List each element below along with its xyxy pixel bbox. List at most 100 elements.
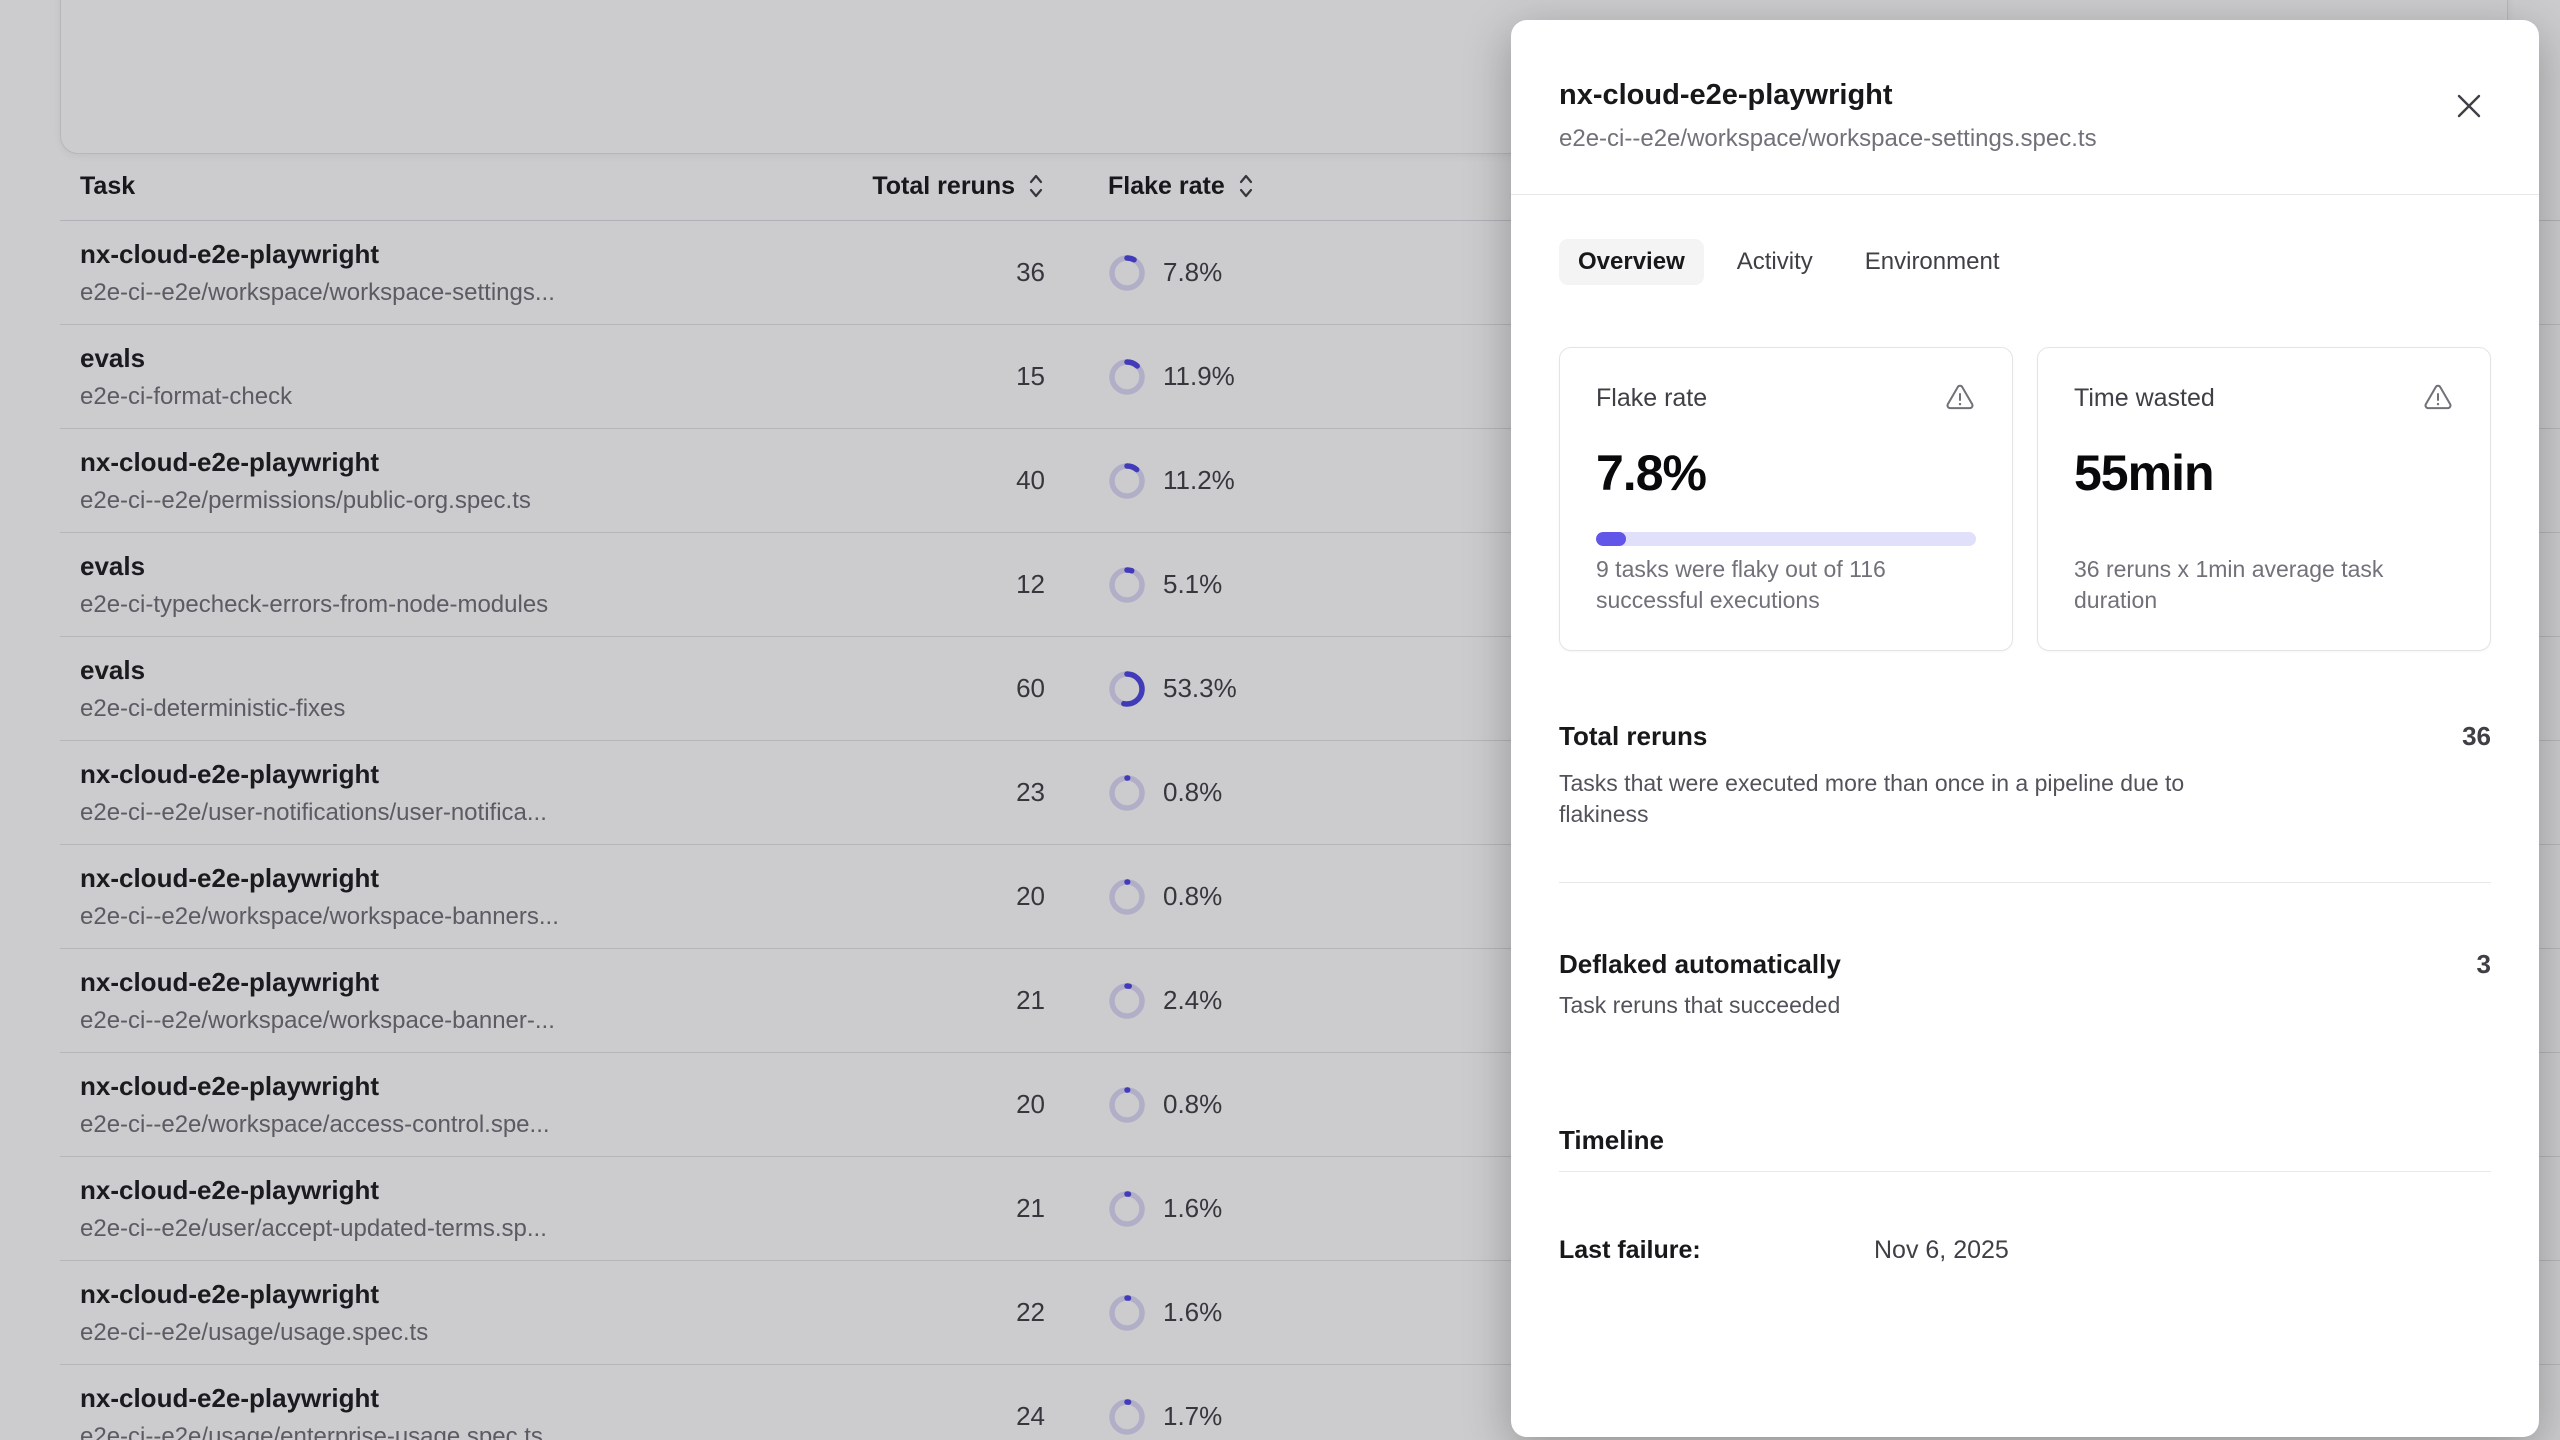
task-name: nx-cloud-e2e-playwright — [80, 758, 380, 789]
warning-icon — [1946, 384, 1974, 410]
task-name: nx-cloud-e2e-playwright — [80, 862, 380, 893]
flake-rate-cell-value: 1.7% — [1163, 1401, 1223, 1431]
flake-rate-cell-value: 1.6% — [1163, 1193, 1223, 1223]
flake-rate-cell-value: 11.2% — [1163, 465, 1235, 495]
table-row[interactable]: nx-cloud-e2e-playwright e2e-ci--e2e/user… — [60, 1157, 2560, 1261]
flake-rate-value: 7.8% — [1596, 445, 1707, 501]
total-reruns-header-label: Total reruns — [872, 171, 1015, 200]
task-name: nx-cloud-e2e-playwright — [80, 1070, 380, 1101]
flake-donut-icon — [1109, 254, 1145, 291]
table-row[interactable]: nx-cloud-e2e-playwright e2e-ci--e2e/perm… — [60, 429, 2560, 533]
tab-activity[interactable]: Activity — [1718, 239, 1832, 285]
last-failure-row: Last failure: Nov 6, 2025 — [1559, 1236, 2491, 1265]
tab-overview[interactable]: Overview — [1559, 239, 1704, 285]
task-target: e2e-ci--e2e/usage/enterprise-usage.spec.… — [80, 1422, 543, 1440]
task-total-reruns: 60 — [1016, 673, 1045, 703]
last-failure-value: Nov 6, 2025 — [1874, 1236, 2009, 1264]
flake-rate-cell-value: 11.9% — [1163, 361, 1235, 391]
table-row[interactable]: nx-cloud-e2e-playwright e2e-ci--e2e/work… — [60, 949, 2560, 1053]
task-total-reruns: 24 — [1016, 1401, 1045, 1431]
flaky-tasks-table-body: nx-cloud-e2e-playwright e2e-ci--e2e/work… — [60, 221, 2560, 1440]
flake-donut-icon — [1109, 462, 1145, 499]
task-name: evals — [80, 654, 146, 685]
deflaked-section: Deflaked automatically 3 Task reruns tha… — [1559, 949, 2491, 1021]
flake-rate-cell-value: 1.6% — [1163, 1297, 1223, 1327]
close-icon — [2457, 94, 2481, 118]
drawer-title: nx-cloud-e2e-playwright — [1559, 79, 1893, 111]
task-target: e2e-ci--e2e/usage/usage.spec.ts — [80, 1318, 429, 1346]
flake-donut-icon — [1109, 1294, 1145, 1331]
flake-rate-cell-value: 0.8% — [1163, 881, 1223, 911]
task-total-reruns: 21 — [1016, 1193, 1045, 1223]
column-header-task: Task — [80, 171, 136, 200]
flake-rate-cell-value: 53.3% — [1163, 673, 1237, 703]
table-row[interactable]: nx-cloud-e2e-playwright e2e-ci--e2e/work… — [60, 221, 2560, 325]
table-row[interactable]: evals e2e-ci-format-check 15 11.9% — [60, 325, 2560, 429]
task-name: nx-cloud-e2e-playwright — [80, 446, 380, 477]
task-target: e2e-ci-typecheck-errors-from-node-module… — [80, 590, 549, 618]
task-total-reruns: 20 — [1016, 1089, 1045, 1119]
total-reruns-description: Tasks that were executed more than once … — [1559, 770, 2185, 827]
task-target: e2e-ci--e2e/workspace/workspace-banners.… — [80, 902, 559, 930]
flake-donut-icon — [1109, 982, 1145, 1019]
total-reruns-label: Total reruns — [1559, 721, 1708, 751]
flake-donut-icon — [1109, 1086, 1145, 1123]
tab-environment[interactable]: Environment — [1846, 239, 2019, 285]
task-name: evals — [80, 342, 146, 373]
task-target: e2e-ci--e2e/workspace/workspace-banner-.… — [80, 1006, 555, 1034]
time-wasted-value: 55min — [2074, 445, 2215, 501]
flake-rate-cell-value: 0.8% — [1163, 777, 1223, 807]
task-total-reruns: 21 — [1016, 985, 1045, 1015]
task-name: nx-cloud-e2e-playwright — [80, 1382, 380, 1413]
task-target: e2e-ci-deterministic-fixes — [80, 694, 346, 722]
flake-rate-card-title: Flake rate — [1596, 383, 1708, 412]
table-row[interactable]: evals e2e-ci-typecheck-errors-from-node-… — [60, 533, 2560, 637]
flake-donut-icon — [1109, 670, 1145, 707]
task-total-reruns: 12 — [1016, 569, 1045, 599]
task-target: e2e-ci--e2e/workspace/workspace-settings… — [80, 278, 555, 306]
column-header-total-reruns[interactable]: Total reruns — [830, 172, 1045, 201]
task-total-reruns: 22 — [1016, 1297, 1045, 1327]
flake-rate-progress — [1596, 532, 1976, 546]
task-target: e2e-ci--e2e/workspace/access-control.spe… — [80, 1110, 550, 1138]
table-row[interactable]: nx-cloud-e2e-playwright e2e-ci--e2e/work… — [60, 1053, 2560, 1157]
flake-donut-icon — [1109, 774, 1145, 811]
table-row[interactable]: nx-cloud-e2e-playwright e2e-ci--e2e/user… — [60, 741, 2560, 845]
section-divider — [1559, 882, 2491, 883]
flake-progress-fill — [1596, 532, 1626, 546]
task-target: e2e-ci-format-check — [80, 382, 293, 410]
sort-icon[interactable] — [1237, 173, 1255, 199]
flake-donut-icon — [1109, 1398, 1145, 1435]
flake-rate-cell-value: 2.4% — [1163, 985, 1223, 1015]
task-name: nx-cloud-e2e-playwright — [80, 1278, 380, 1309]
deflaked-label: Deflaked automatically — [1559, 949, 1841, 979]
task-total-reruns: 15 — [1016, 361, 1045, 391]
drawer-subtitle: e2e-ci--e2e/workspace/workspace-settings… — [1559, 125, 2097, 152]
timeline-divider — [1559, 1171, 2491, 1172]
table-row[interactable]: nx-cloud-e2e-playwright e2e-ci--e2e/usag… — [60, 1365, 2560, 1440]
task-target: e2e-ci--e2e/permissions/public-org.spec.… — [80, 486, 531, 514]
deflaked-value: 3 — [2476, 949, 2491, 979]
flake-donut-icon — [1109, 1190, 1145, 1227]
total-reruns-value: 36 — [2462, 721, 2491, 751]
table-row[interactable]: nx-cloud-e2e-playwright e2e-ci--e2e/usag… — [60, 1261, 2560, 1365]
task-name: evals — [80, 550, 146, 581]
table-row[interactable]: evals e2e-ci-deterministic-fixes 60 53.3… — [60, 637, 2560, 741]
stat-cards: Flake rate 7.8% 9 tasks were flaky out o… — [1559, 347, 2491, 651]
task-target: e2e-ci--e2e/user/accept-updated-terms.sp… — [80, 1214, 547, 1242]
drawer-header: nx-cloud-e2e-playwright e2e-ci--e2e/work… — [1559, 20, 2491, 154]
flake-donut-icon — [1109, 566, 1145, 603]
column-header-flake-rate[interactable]: Flake rate — [1045, 172, 2560, 201]
flake-rate-cell-value: 5.1% — [1163, 569, 1223, 599]
warning-icon — [2424, 384, 2452, 410]
sort-icon[interactable] — [1027, 173, 1045, 199]
close-button[interactable] — [2449, 86, 2489, 126]
timeline-heading: Timeline — [1559, 1125, 1665, 1155]
time-wasted-card: Time wasted 55min 36 reruns x 1min avera… — [2037, 347, 2491, 651]
flake-donut-icon — [1109, 878, 1145, 915]
table-row[interactable]: nx-cloud-e2e-playwright e2e-ci--e2e/work… — [60, 845, 2560, 949]
task-target: e2e-ci--e2e/user-notifications/user-noti… — [80, 798, 547, 826]
task-name: nx-cloud-e2e-playwright — [80, 966, 380, 997]
task-total-reruns: 23 — [1016, 777, 1045, 807]
